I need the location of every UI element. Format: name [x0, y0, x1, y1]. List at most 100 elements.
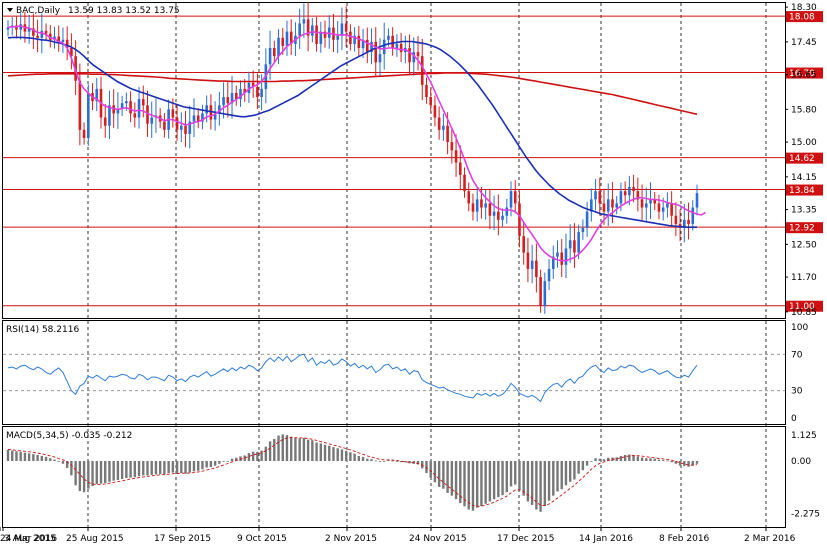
- macd-bar: [488, 461, 492, 502]
- level-badge: [786, 11, 823, 23]
- candle-body: [19, 24, 22, 30]
- price-tick-label: 12.50: [791, 240, 817, 250]
- x-tick-label: 9 Oct 2015: [237, 534, 287, 544]
- macd-bar: [180, 461, 183, 474]
- x-tick-label: 14 Jan 2016: [579, 534, 633, 544]
- candle-body: [112, 105, 115, 114]
- macd-bar: [556, 461, 559, 492]
- rsi-tick-label: 0: [791, 414, 797, 424]
- symbol-dropdown-icon[interactable]: [7, 8, 13, 12]
- macd-bar: [564, 461, 568, 486]
- candle-body: [61, 39, 65, 42]
- macd-bar: [657, 459, 661, 461]
- x-tick-label: 3 Aug 2015: [4, 534, 56, 544]
- macd-bar: [670, 461, 673, 463]
- macd-bar: [281, 434, 284, 461]
- macd-bar: [306, 439, 310, 461]
- macd-bar: [74, 461, 77, 486]
- candle-body: [247, 82, 251, 93]
- macd-bar: [23, 452, 27, 461]
- candle-body: [251, 82, 255, 87]
- candle-body: [116, 109, 120, 114]
- candle-body: [196, 115, 200, 122]
- macd-bar: [374, 460, 377, 462]
- candle-body: [420, 56, 424, 85]
- x-tick-label: 17 Dec 2015: [497, 534, 555, 544]
- x-tick-label: 24 Nov 2015: [409, 534, 467, 544]
- macd-bar: [192, 461, 196, 472]
- rsi-line: [7, 353, 698, 403]
- level-badge: [786, 184, 823, 196]
- candle-body: [226, 97, 230, 104]
- macd-bar: [315, 442, 318, 461]
- candle-body: [429, 97, 432, 106]
- macd-bar: [150, 461, 153, 475]
- macd-bar: [370, 459, 373, 461]
- macd-bar: [125, 461, 128, 479]
- candle-body: [44, 30, 48, 34]
- macd-bar: [615, 457, 618, 461]
- macd-bar: [594, 458, 597, 461]
- candle-body: [513, 191, 517, 204]
- macd-bar: [560, 461, 563, 490]
- macd-bar: [421, 461, 424, 469]
- macd-bar: [226, 461, 230, 462]
- macd-bar: [573, 461, 576, 480]
- macd-bar: [247, 453, 251, 461]
- candle-body: [65, 39, 69, 48]
- macd-bar: [539, 461, 542, 512]
- macd-bar: [319, 443, 322, 461]
- candle-body: [425, 84, 428, 98]
- candle-body: [239, 88, 242, 100]
- macd-bar: [32, 454, 35, 461]
- macd-bar: [344, 450, 348, 461]
- candle-body: [57, 36, 61, 42]
- ma-slow-line: [7, 72, 698, 116]
- candle-body: [201, 113, 204, 122]
- macd-bar: [268, 441, 272, 461]
- candle-body: [560, 252, 564, 265]
- candle-body: [302, 19, 306, 24]
- price-tick-label: 15.00: [791, 138, 817, 148]
- candle-body: [125, 101, 128, 104]
- x-tick-label: 2 Mar 2016: [744, 534, 796, 544]
- macd-bar: [302, 437, 306, 461]
- macd-bar: [518, 461, 521, 490]
- macd-bar: [463, 461, 466, 507]
- candle-body: [661, 207, 665, 212]
- candle-body: [412, 52, 416, 63]
- candle-body: [349, 31, 352, 44]
- candle-body: [163, 121, 166, 130]
- candle-body: [556, 252, 559, 257]
- candle-body: [175, 117, 179, 130]
- macd-bar: [294, 437, 297, 461]
- macd-bar: [108, 461, 111, 482]
- candle-body: [585, 211, 589, 228]
- macd-bar: [378, 461, 382, 462]
- macd-bar: [661, 460, 665, 461]
- candle-body: [146, 105, 149, 124]
- macd-signal-line: [7, 436, 698, 507]
- macd-bar: [442, 461, 445, 489]
- macd-bar: [44, 456, 48, 461]
- macd-bar: [653, 458, 656, 461]
- candle-body: [551, 256, 555, 269]
- candle-body: [306, 19, 310, 36]
- macd-bar: [6, 449, 10, 461]
- candle-body: [598, 191, 602, 204]
- level-label: 18.08: [789, 13, 815, 23]
- macd-bar: [425, 461, 428, 474]
- candle-body: [370, 41, 373, 53]
- candle-body: [615, 203, 618, 208]
- macd-tick-label: 0.00: [791, 457, 811, 467]
- candle-body: [590, 199, 593, 212]
- candle-body: [184, 125, 187, 134]
- candle-body: [695, 193, 699, 208]
- macd-bar: [40, 455, 44, 461]
- macd-bar: [607, 457, 610, 461]
- macd-bar: [171, 461, 175, 473]
- candle-body: [129, 101, 132, 114]
- macd-bar: [213, 461, 217, 466]
